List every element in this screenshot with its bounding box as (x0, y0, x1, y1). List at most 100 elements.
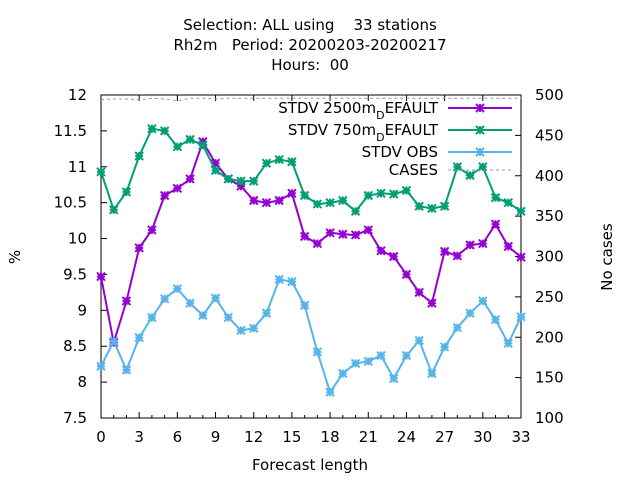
data-point (236, 176, 246, 186)
data-point (414, 201, 424, 211)
series-line (100, 127, 522, 213)
data-point (503, 197, 513, 208)
data-point (401, 269, 412, 280)
data-point (478, 162, 488, 172)
data-point (185, 134, 195, 145)
y2-tick-label: 300 (535, 248, 564, 266)
data-point (109, 336, 119, 346)
x-tick-label: 33 (511, 428, 530, 446)
y2-tick-label: 400 (535, 167, 564, 185)
data-point (389, 189, 399, 199)
chart-title-line-1: Selection: ALL using 33 stations (183, 16, 437, 34)
data-point (414, 335, 424, 346)
y-axis-label: % (6, 250, 24, 264)
data-point (363, 356, 373, 367)
x-tick-label: 21 (359, 428, 378, 446)
data-point (274, 274, 284, 285)
y2-tick-label: 150 (535, 369, 564, 387)
data-point (401, 350, 412, 361)
y2-axis-label: No cases (598, 223, 616, 291)
data-point (325, 387, 335, 397)
data-point (210, 165, 221, 176)
y2-tick-label: 450 (535, 126, 564, 144)
data-point (516, 206, 526, 216)
data-point (363, 225, 373, 235)
data-point (439, 246, 450, 257)
y-tick-label: 9.5 (63, 265, 87, 283)
y2-tick-label: 250 (535, 288, 564, 306)
data-point (439, 201, 450, 211)
data-point (465, 170, 475, 181)
data-point (96, 167, 106, 177)
series-1 (96, 124, 526, 216)
data-point (159, 126, 170, 136)
data-point (363, 190, 373, 201)
data-point (350, 358, 361, 369)
data-point (478, 296, 488, 306)
data-point (299, 190, 310, 201)
data-point (516, 312, 526, 322)
data-point (210, 293, 221, 303)
legend-marker (475, 147, 485, 157)
chart-title-line-2: Rh2m Period: 20200203-20200217 (173, 36, 447, 54)
data-point (159, 294, 170, 304)
y-tick-label: 12 (68, 86, 87, 104)
data-point (121, 187, 132, 197)
data-point (147, 124, 157, 134)
data-point (134, 243, 144, 253)
data-point (490, 192, 501, 203)
x-tick-label: 24 (397, 428, 416, 446)
data-point (223, 312, 233, 323)
data-point (452, 251, 463, 261)
legend-label: STDV 750mDEFAULT (288, 121, 439, 144)
x-tick-label: 27 (435, 428, 454, 446)
data-point (121, 296, 132, 306)
data-point (134, 332, 144, 343)
data-point (299, 231, 310, 242)
data-point (147, 312, 157, 323)
data-point (109, 205, 119, 215)
x-tick-label: 6 (173, 428, 183, 446)
data-point (427, 298, 437, 308)
data-point (249, 195, 259, 206)
data-point (223, 174, 233, 184)
chart-title-line-3: Hours: 00 (271, 56, 349, 74)
data-point (376, 188, 386, 199)
data-point (274, 154, 284, 165)
data-point (452, 162, 463, 172)
y-tick-label: 10 (68, 230, 87, 248)
data-point (465, 240, 475, 250)
x-tick-label: 15 (282, 428, 301, 446)
y2-tick-label: 200 (535, 328, 564, 346)
data-point (172, 141, 183, 152)
data-point (261, 197, 272, 208)
x-tick-label: 30 (473, 428, 492, 446)
data-point (274, 195, 284, 206)
data-point (312, 238, 323, 249)
series-3 (100, 97, 521, 102)
x-tick-label: 0 (96, 428, 106, 446)
y-tick-label: 11.5 (54, 122, 87, 140)
series-2 (96, 274, 526, 397)
data-point (376, 350, 386, 361)
series-line (100, 139, 522, 343)
legend-label: STDV 2500mDEFAULT (278, 99, 439, 122)
series-0 (96, 136, 526, 348)
data-point (249, 323, 259, 333)
data-point (338, 195, 348, 206)
x-tick-label: 12 (244, 428, 263, 446)
y-tick-label: 7.5 (63, 409, 87, 427)
data-point (159, 190, 170, 201)
data-point (427, 368, 437, 379)
y2-tick-label: 500 (535, 86, 564, 104)
y-tick-label: 11 (68, 158, 87, 176)
data-point (350, 206, 361, 216)
data-point (299, 300, 310, 311)
data-point (198, 140, 208, 150)
data-point (401, 185, 412, 196)
cases-line (100, 97, 521, 102)
data-point (185, 174, 195, 184)
data-point (172, 183, 183, 194)
x-tick-label: 3 (134, 428, 144, 446)
